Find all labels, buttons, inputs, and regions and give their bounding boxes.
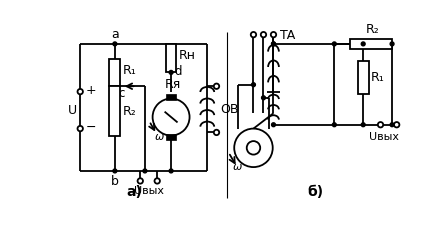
Text: R₂: R₂ [123, 105, 136, 118]
Text: −: − [86, 121, 96, 134]
Text: a: a [111, 28, 119, 41]
Text: R₁: R₁ [123, 64, 136, 77]
Circle shape [390, 123, 394, 127]
Text: Uвых: Uвых [134, 186, 164, 196]
Circle shape [271, 32, 276, 37]
Circle shape [361, 123, 365, 127]
Text: TA: TA [280, 29, 296, 42]
Circle shape [251, 83, 255, 87]
Bar [166, 44, 177, 72]
Circle shape [262, 96, 265, 100]
Text: б): б) [307, 185, 323, 199]
Text: а): а) [126, 185, 142, 199]
Circle shape [155, 178, 160, 184]
Text: R₂: R₂ [366, 23, 379, 36]
Text: ОВ: ОВ [220, 103, 239, 116]
Circle shape [169, 70, 173, 74]
Circle shape [361, 42, 365, 46]
Text: Uвых: Uвых [369, 132, 399, 143]
Circle shape [390, 42, 394, 46]
Circle shape [378, 122, 383, 128]
Circle shape [332, 42, 336, 46]
Text: ω: ω [233, 162, 242, 172]
Text: Rн: Rн [179, 49, 196, 61]
Text: +: + [86, 84, 96, 97]
Bar [109, 86, 120, 136]
Circle shape [78, 126, 83, 131]
Circle shape [271, 42, 276, 46]
Circle shape [78, 89, 83, 94]
Circle shape [261, 32, 266, 37]
Circle shape [113, 169, 117, 173]
Bar [350, 39, 392, 49]
Circle shape [138, 178, 143, 184]
Circle shape [271, 42, 276, 46]
Circle shape [271, 123, 276, 127]
Text: d: d [174, 65, 181, 78]
Text: R₁: R₁ [371, 71, 385, 84]
Text: U: U [68, 104, 77, 117]
Circle shape [214, 130, 219, 135]
Circle shape [143, 169, 147, 173]
Bar [167, 134, 176, 140]
Bar [358, 61, 369, 94]
Text: ω: ω [155, 132, 164, 142]
Bar [167, 94, 176, 100]
Text: c: c [118, 87, 125, 100]
Circle shape [251, 32, 256, 37]
Circle shape [113, 42, 117, 46]
Circle shape [214, 84, 219, 89]
Circle shape [169, 169, 173, 173]
Circle shape [394, 122, 399, 128]
Bar [109, 59, 120, 86]
Text: Rя: Rя [164, 78, 181, 91]
Text: b: b [111, 175, 119, 188]
Circle shape [332, 123, 336, 127]
